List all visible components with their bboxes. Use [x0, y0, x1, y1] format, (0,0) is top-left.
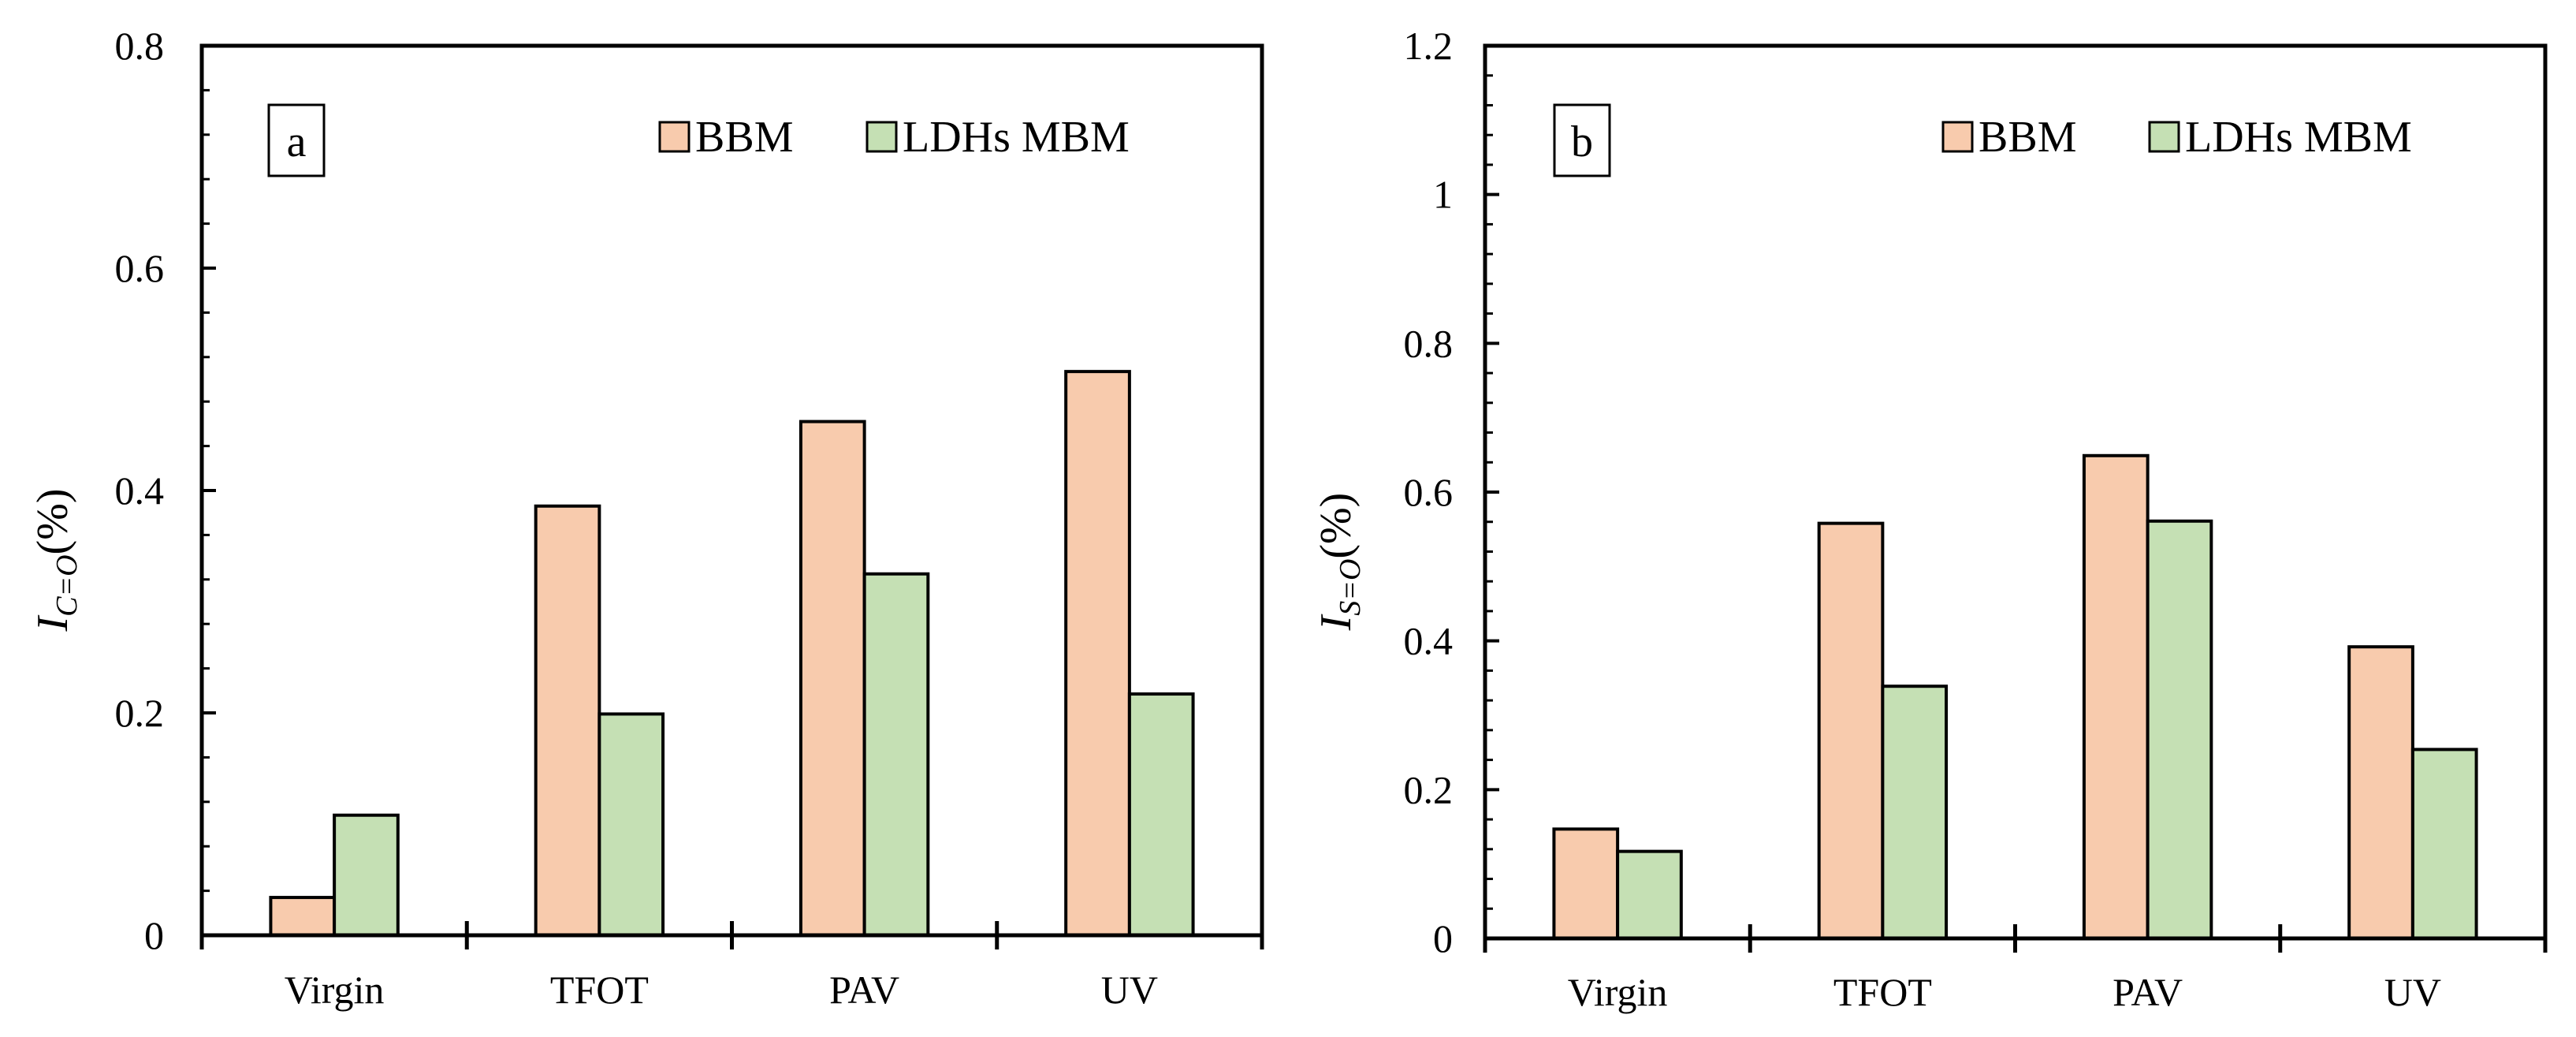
y-tick-label-b: 0.4 — [1404, 619, 1454, 663]
y-tick-label-a: 0.6 — [115, 246, 165, 290]
bar-b-pav-ldhs-mbm — [2146, 519, 2213, 940]
bars-a — [269, 370, 1195, 938]
bar-a-pav-ldhs-mbm — [862, 572, 930, 937]
x-category-label-b: TFOT — [1833, 970, 1932, 1014]
legend-b: BBM LDHs MBM — [1941, 113, 2412, 162]
y-tick-label-b: 0.8 — [1404, 321, 1454, 365]
bar-b-tfot-ldhs-mbm — [1881, 684, 1949, 941]
bar-a-uv-ldhs-mbm — [1127, 692, 1195, 938]
axes-b — [1483, 43, 2548, 953]
legend-label-ldhs-a: LDHs MBM — [903, 113, 1130, 162]
legend-swatch-ldhs-a — [865, 121, 898, 153]
y-tick-label-a: 0 — [144, 913, 164, 957]
panel-tag-a: a — [287, 118, 307, 166]
panel-tag-b: b — [1571, 118, 1593, 166]
x-category-label-a: TFOT — [550, 968, 649, 1012]
panel-tag-box-a: a — [267, 103, 326, 177]
category-labels-b: Virgin TFOT PAV UV — [1568, 970, 2441, 1014]
panel-a: IC=O(%) 00.20.40.60.8 Virgin TFOT PAV UV a … — [28, 24, 1264, 1012]
x-category-label-b: Virgin — [1568, 970, 1668, 1014]
y-tick-label-b: 1.2 — [1404, 24, 1454, 68]
bar-a-tfot-bbm — [534, 504, 601, 937]
legend-swatch-bbm-b — [1941, 121, 1974, 153]
bar-b-uv-ldhs-mbm — [2410, 748, 2478, 940]
y-axis-title-a: IC=O(%) — [28, 488, 84, 632]
y-tick-label-b: 0.2 — [1404, 767, 1454, 811]
legend-label-ldhs-b: LDHs MBM — [2185, 113, 2412, 162]
bar-a-virgin-bbm — [269, 896, 337, 938]
y-tick-label-b: 1 — [1433, 173, 1453, 217]
y-tick-label-a: 0.4 — [115, 468, 165, 513]
bar-b-virgin-ldhs-mbm — [1616, 849, 1683, 941]
y-tick-label-a: 0.8 — [115, 24, 165, 68]
bar-a-pav-bbm — [798, 420, 866, 937]
legend-label-bbm-b: BBM — [1979, 113, 2077, 162]
y-tick-label-b: 0.6 — [1404, 470, 1454, 514]
y-tick-label-a: 0.2 — [115, 691, 165, 735]
legend-swatch-bbm-a — [658, 121, 691, 153]
axes-a — [199, 43, 1264, 949]
category-labels-a: Virgin TFOT PAV UV — [285, 968, 1158, 1012]
bar-b-pav-bbm — [2082, 453, 2150, 940]
bar-a-tfot-ldhs-mbm — [597, 712, 665, 937]
bar-a-virgin-ldhs-mbm — [333, 813, 400, 937]
x-category-label-b: UV — [2384, 970, 2441, 1014]
panel-b: IS=O(%) 0 0.2 0.4 0.6 0.8 1 1.2 Virgin TFOT PAV U… — [1312, 24, 2548, 1014]
legend-a: BBM LDHs MBM — [658, 113, 1130, 162]
bar-b-uv-bbm — [2347, 645, 2414, 940]
legend-swatch-ldhs-b — [2148, 121, 2180, 153]
x-category-label-a: Virgin — [285, 968, 385, 1012]
bar-b-virgin-bbm — [1552, 827, 1620, 940]
x-category-label-a: UV — [1101, 968, 1158, 1012]
legend-label-bbm-a: BBM — [695, 113, 794, 162]
y-axis-title-b: IS=O(%) — [1312, 493, 1367, 632]
bar-b-tfot-bbm — [1817, 521, 1885, 940]
bar-a-uv-bbm — [1064, 370, 1131, 937]
bars-b — [1552, 453, 2478, 941]
x-category-label-b: PAV — [2113, 970, 2183, 1014]
x-category-label-a: PAV — [829, 968, 899, 1012]
y-tick-label-b: 0 — [1433, 916, 1453, 961]
panel-tag-box-b: b — [1553, 103, 1611, 177]
